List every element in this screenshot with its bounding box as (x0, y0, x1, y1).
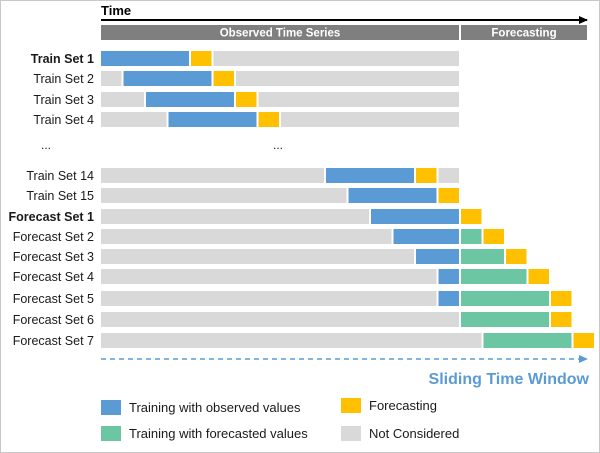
forecast-block (528, 269, 549, 284)
observed-header-label: Observed Time Series (220, 28, 341, 40)
not-considered-block (213, 51, 459, 66)
not-considered-block (281, 112, 459, 127)
forecasting-header-label: Forecasting (491, 28, 556, 40)
row-label: Forecast Set 2 (13, 230, 94, 244)
forecast-block (416, 168, 437, 183)
observed-training-block (348, 188, 437, 203)
legend-swatch (341, 398, 361, 413)
forecasted-training-block (461, 291, 549, 306)
time-label: Time (101, 3, 131, 18)
row-label: Train Set 1 (31, 52, 94, 66)
not-considered-block (101, 312, 459, 327)
not-considered-block (101, 209, 369, 224)
not-considered-block (101, 269, 437, 284)
forecast-block (213, 71, 234, 86)
observed-header-bar (101, 25, 459, 40)
observed-training-block (416, 249, 459, 264)
not-considered-block (101, 71, 122, 86)
row-label: Train Set 4 (33, 113, 94, 127)
not-considered-block (101, 168, 324, 183)
observed-training-block (438, 291, 459, 306)
forecast-block (191, 51, 212, 66)
row-label: Forecast Set 1 (9, 210, 95, 224)
legend-label: Training with observed values (129, 400, 301, 415)
observed-training-block (371, 209, 459, 224)
forecast-block (506, 249, 527, 264)
legend: Training with observed values Forecasting… (101, 398, 459, 441)
not-considered-block (101, 249, 414, 264)
forecast-block (551, 291, 572, 306)
row-label: Forecast Set 4 (13, 270, 94, 284)
row-label: Forecast Set 7 (13, 334, 94, 348)
row-label: Train Set 3 (33, 93, 94, 107)
row-label: Forecast Set 3 (13, 250, 94, 264)
not-considered-block (438, 168, 459, 183)
not-considered-block (101, 229, 392, 244)
row-label: Train Set 15 (26, 189, 94, 203)
legend-swatch (101, 426, 121, 441)
not-considered-block (101, 333, 482, 348)
forecasted-training-block (461, 312, 549, 327)
forecasting-header-bar (461, 25, 587, 40)
row-group: Train Set 1 Train Set 2 Train Set 3 Train S… (9, 51, 594, 348)
forecasted-training-block (461, 229, 482, 244)
not-considered-block (101, 291, 437, 306)
observed-training-block (123, 71, 212, 86)
forecast-block (551, 312, 572, 327)
sliding-window-label: Sliding Time Window (429, 371, 590, 388)
not-considered-block (101, 92, 144, 107)
forecasted-training-block (461, 269, 527, 284)
forecast-block (573, 333, 594, 348)
row-label: Forecast Set 6 (13, 313, 94, 327)
ellipsis-bars: ... (273, 138, 283, 152)
forecast-block (258, 112, 279, 127)
not-considered-block (236, 71, 459, 86)
row-label: Train Set 2 (33, 72, 94, 86)
not-considered-block (101, 112, 167, 127)
row-label: Forecast Set 5 (13, 292, 94, 306)
observed-training-block (101, 51, 189, 66)
not-considered-block (101, 188, 347, 203)
legend-label: Forecasting (369, 398, 437, 413)
forecast-block (236, 92, 257, 107)
observed-training-block (146, 92, 234, 107)
observed-training-block (326, 168, 414, 183)
observed-training-block (393, 229, 459, 244)
legend-label: Training with forecasted values (129, 426, 308, 441)
forecast-block (461, 209, 482, 224)
forecasted-training-block (461, 249, 504, 264)
legend-swatch (341, 426, 361, 441)
observed-training-block (438, 269, 459, 284)
not-considered-block (258, 92, 459, 107)
observed-training-block (168, 112, 257, 127)
legend-label: Not Considered (369, 426, 459, 441)
forecast-block (438, 188, 459, 203)
row-label: Train Set 14 (26, 169, 94, 183)
forecasted-training-block (483, 333, 572, 348)
forecast-block (483, 229, 504, 244)
ellipsis-labels: ... (41, 138, 51, 152)
legend-swatch (101, 400, 121, 415)
